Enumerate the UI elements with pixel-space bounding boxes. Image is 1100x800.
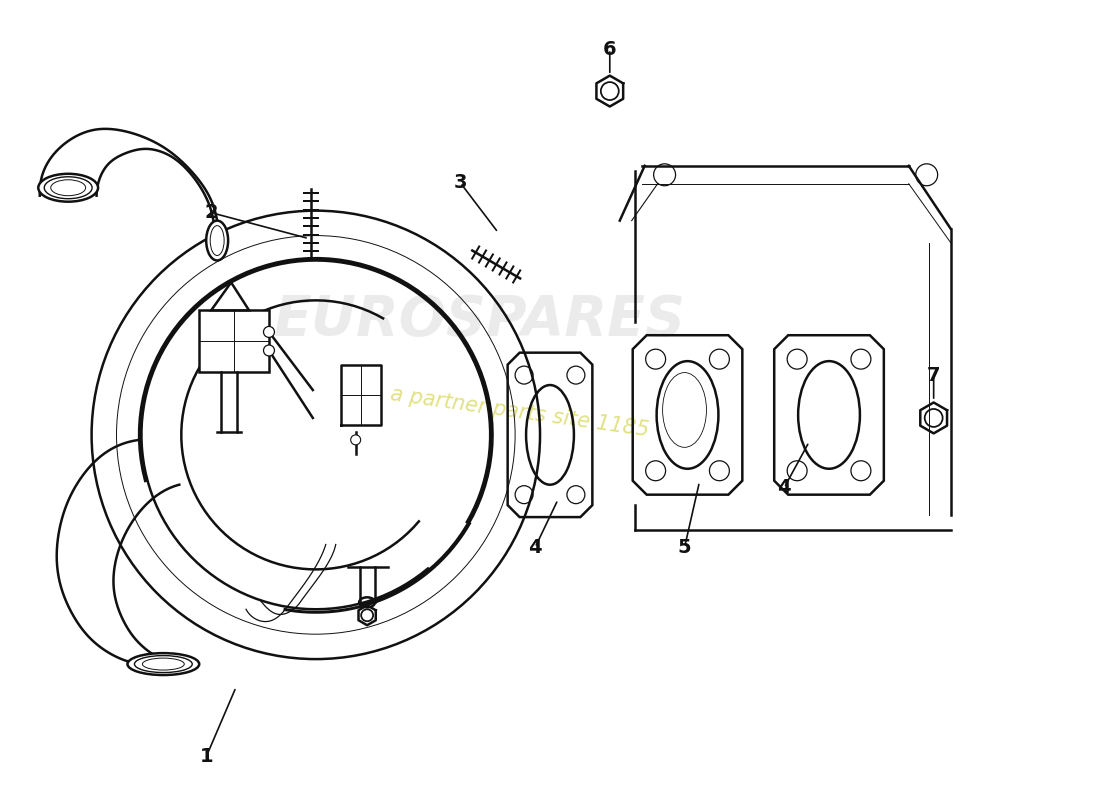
Text: 4: 4 (528, 538, 542, 557)
Text: 5: 5 (678, 538, 691, 557)
Ellipse shape (128, 653, 199, 675)
Polygon shape (211, 282, 249, 310)
Circle shape (351, 435, 361, 445)
Text: 6: 6 (603, 40, 617, 58)
Text: 7: 7 (927, 366, 940, 385)
Circle shape (264, 345, 275, 356)
Text: 2: 2 (205, 203, 218, 222)
Circle shape (264, 326, 275, 338)
Ellipse shape (206, 221, 228, 261)
Ellipse shape (39, 174, 98, 202)
Text: EUROSPARES: EUROSPARES (274, 294, 686, 347)
Text: 3: 3 (453, 174, 468, 192)
Text: 4: 4 (778, 478, 791, 497)
Text: a partner parts site 1185: a partner parts site 1185 (389, 384, 651, 440)
Text: 1: 1 (199, 747, 213, 766)
Polygon shape (199, 310, 270, 372)
